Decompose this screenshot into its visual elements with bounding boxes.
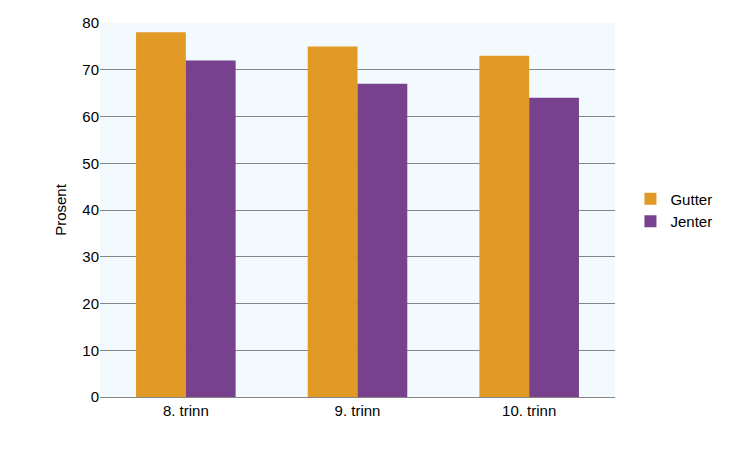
svg-text:10. trinn: 10. trinn: [502, 402, 556, 419]
svg-text:70: 70: [82, 61, 99, 78]
svg-text:20: 20: [82, 295, 99, 312]
svg-text:80: 80: [82, 14, 99, 31]
svg-text:60: 60: [82, 108, 99, 125]
svg-text:30: 30: [82, 248, 99, 265]
svg-text:40: 40: [82, 201, 99, 218]
svg-text:0: 0: [91, 388, 99, 405]
svg-text:Gutter: Gutter: [670, 191, 712, 208]
svg-text:Jenter: Jenter: [670, 213, 712, 230]
svg-text:50: 50: [82, 155, 99, 172]
svg-text:Prosent: Prosent: [52, 183, 69, 236]
svg-text:9. trinn: 9. trinn: [335, 402, 381, 419]
svg-text:8. trinn: 8. trinn: [163, 402, 209, 419]
svg-text:10: 10: [82, 342, 99, 359]
